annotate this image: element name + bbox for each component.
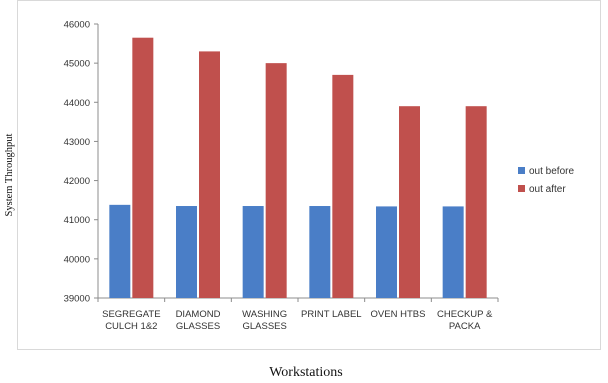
legend: out before out after <box>518 166 574 195</box>
bar-out-after <box>199 51 220 299</box>
x-category-label: GLASSES <box>176 321 220 332</box>
x-category-label: PRINT LABEL <box>301 309 362 320</box>
x-category-label: PACKA <box>449 321 481 332</box>
x-category-label: DIAMOND <box>176 309 221 320</box>
bar-out-after <box>265 63 287 299</box>
y-tick-label: 41000 <box>64 215 90 226</box>
legend-swatch <box>518 167 525 174</box>
y-tick-label: 43000 <box>64 137 90 148</box>
x-axis-title: Workstations <box>269 365 343 380</box>
bar-out-before <box>442 206 464 298</box>
y-tick-label: 44000 <box>64 98 90 109</box>
y-tick-label: 40000 <box>64 254 90 265</box>
y-tick-label: 39000 <box>64 294 90 305</box>
bars <box>109 37 487 299</box>
bar-out-after <box>132 37 154 298</box>
bar-out-before <box>309 206 331 298</box>
bar-out-before <box>242 206 264 298</box>
legend-label: out before <box>529 166 574 177</box>
legend-label: out after <box>529 184 566 195</box>
bar-out-after <box>399 106 420 298</box>
y-tick-label: 42000 <box>64 176 90 187</box>
bar-out-before <box>376 206 397 298</box>
x-category-label: CULCH 1&2 <box>105 321 157 332</box>
y-axis-title: System Throughput <box>4 133 15 216</box>
legend-swatch <box>518 185 525 192</box>
x-category-label: WASHING <box>242 309 287 320</box>
y-tick-label: 46000 <box>64 20 90 31</box>
x-category-label: CHECKUP & <box>437 309 493 320</box>
x-category-label: GLASSES <box>242 321 286 332</box>
y-axis: 39000 40000 41000 42000 43000 44000 45000 46000 <box>64 20 99 305</box>
x-category-label: OVEN HTBS <box>371 309 426 320</box>
y-tick-label: 45000 <box>64 59 90 70</box>
x-category-label: SEGREGATE <box>102 309 160 320</box>
bar-out-before <box>176 206 197 298</box>
bar-out-before <box>109 204 131 298</box>
bar-out-after <box>465 106 487 298</box>
bar-out-after <box>332 74 354 298</box>
